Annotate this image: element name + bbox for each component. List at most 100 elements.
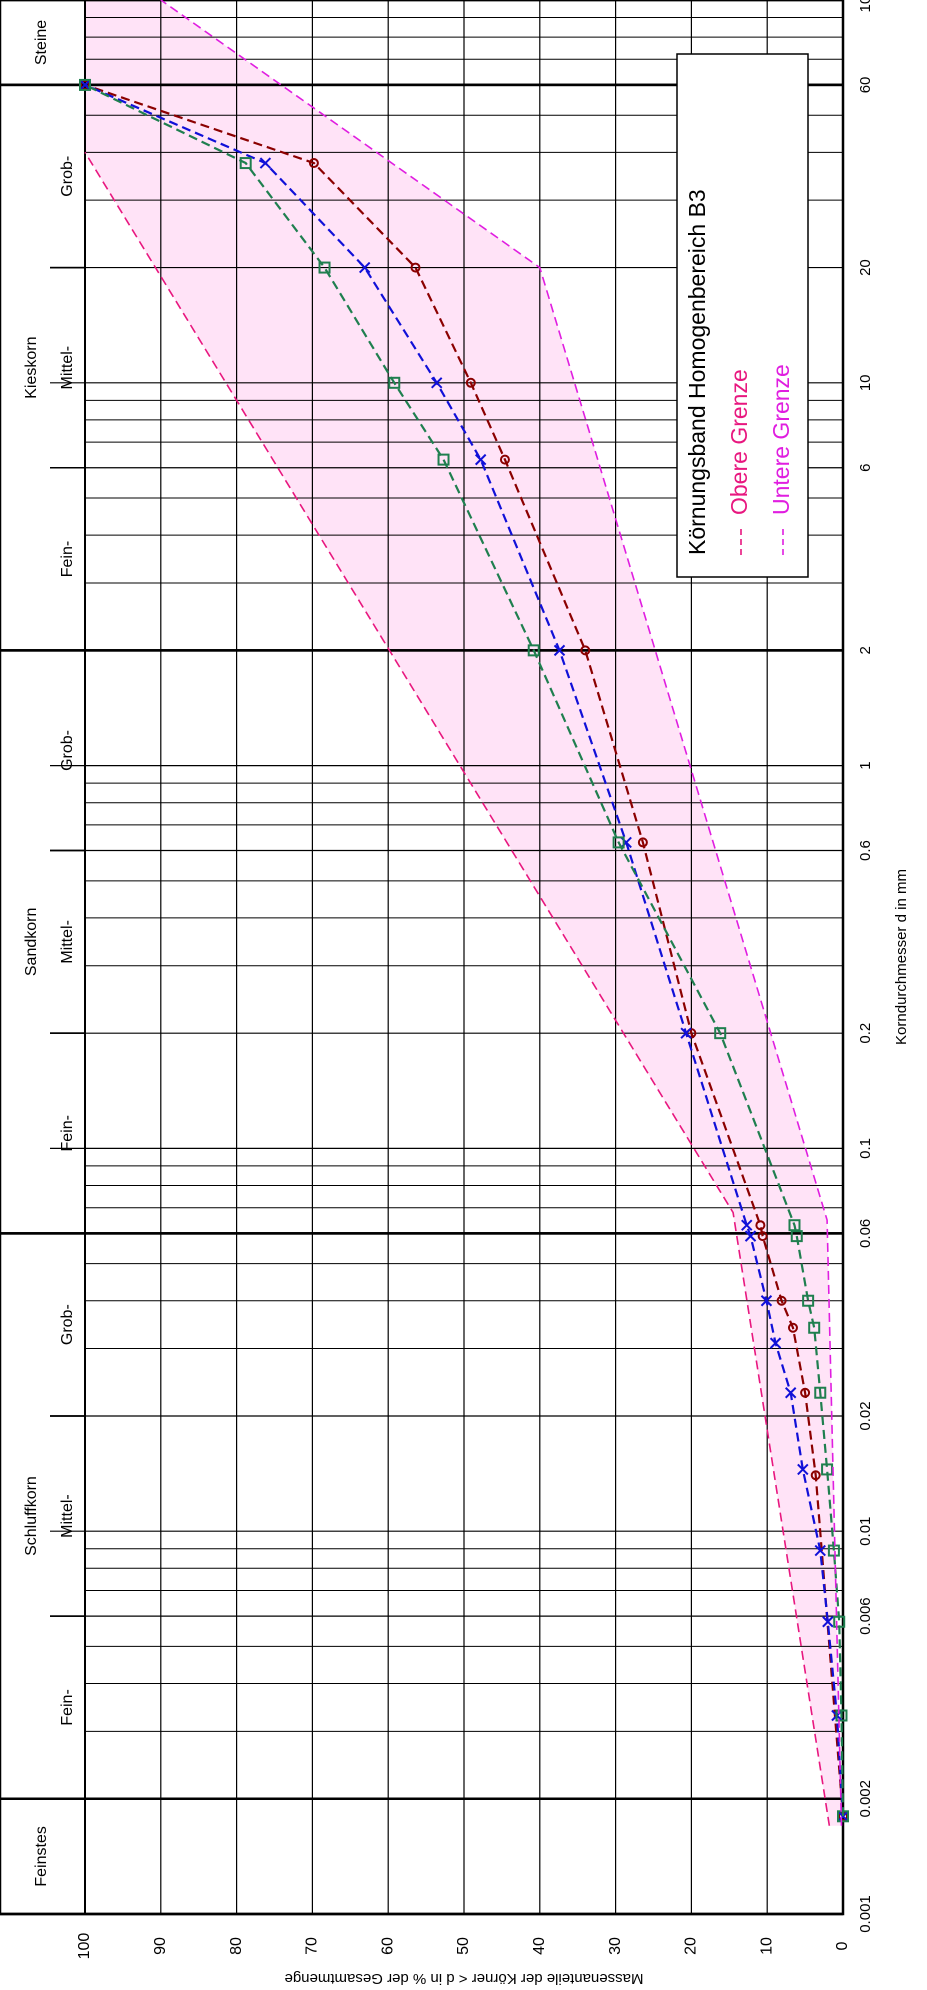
marker [79,78,91,91]
marker [769,1337,782,1349]
subzone-label: Fein- [59,1689,76,1725]
marker [808,1321,821,1334]
series-line [84,83,845,1817]
marker [822,1616,834,1628]
marker [788,1219,801,1232]
marker [837,1810,849,1823]
marker [358,261,371,274]
zone-label: Sandkorn [23,908,40,977]
x-tick-label: 10 [857,374,874,391]
series-line [84,83,845,1817]
marker [79,79,91,91]
x-tick-label: 6 [857,464,874,472]
legend-label: Obere Grenze [726,369,752,515]
boundary-line [160,0,843,1826]
x-tick-label: 0.02 [857,1401,874,1430]
subzone-label: Fein- [59,1115,76,1151]
marker [437,453,450,466]
x-tick-label: 0.6 [857,840,874,861]
marker [760,1295,773,1307]
marker [431,377,443,389]
plot-frame [0,0,845,1916]
marker [580,645,591,656]
marker [835,1709,848,1722]
marker [787,1322,798,1333]
marker [239,157,252,170]
legend-title: Körnungsband Homogenbereich B3 [684,189,710,555]
x-tick-label: 60 [857,77,874,94]
marker [827,1544,840,1557]
y-tick-label: 50 [455,1937,472,1955]
subzone-label: Fein- [59,541,76,577]
subzone-label: Grob- [59,730,76,771]
marker [821,1463,834,1476]
x-tick-label: 0.2 [857,1023,874,1044]
marker [612,836,625,849]
marker [837,1810,849,1822]
x-tick-label: 0.06 [857,1219,874,1248]
x-tick-label: 0.006 [857,1597,874,1635]
subzone-label: Grob- [59,156,76,197]
marker [814,1386,827,1399]
marker [776,1295,787,1306]
legend-label: Untere Grenze [768,364,794,515]
y-tick-label: 30 [607,1937,624,1955]
legend-box [676,53,809,578]
marker [680,1027,692,1039]
marker [784,1387,797,1399]
marker [814,1544,826,1557]
marker [465,377,476,388]
x-tick-label: 1 [857,761,874,769]
y-tick-label: 70 [304,1937,321,1955]
subzone-label: Mittel- [59,346,76,390]
subzone-label: Mittel- [59,1494,76,1538]
marker [802,1294,815,1307]
y-tick-label: 90 [152,1937,169,1955]
zone-label: Steine [33,20,50,65]
zone-label: Feinstes [33,1826,50,1886]
marker [800,1387,811,1398]
x-tick-label: 0.001 [857,1895,874,1933]
x-tick-label: 20 [857,259,874,276]
subzone-label: Mittel- [59,920,76,964]
marker [527,644,540,657]
band-fill [85,0,842,1826]
zone-label: Kieskorn [23,337,40,399]
marker [797,1463,809,1476]
marker [741,1219,753,1231]
marker [757,1231,768,1242]
y-tick-label: 80 [228,1937,245,1955]
marker [318,261,331,274]
marker [308,158,319,169]
marker [410,262,421,273]
x-tick-label: 2 [857,646,874,654]
y-tick-label: 40 [531,1937,548,1955]
y-tick-label: 100 [76,1933,93,1960]
y-tick-label: 60 [379,1937,396,1955]
marker [637,837,648,848]
subzone-label: Grob- [59,1304,76,1345]
marker [474,453,487,466]
marker [833,1615,846,1628]
marker [744,1230,757,1242]
marker [810,1470,821,1481]
x-tick-label: 0.002 [857,1780,874,1818]
y-tick-label: 10 [758,1937,775,1955]
marker [259,157,272,169]
zone-label: Schluffkorn [23,1476,40,1556]
x-tick-label: 100 [857,0,874,13]
marker [499,454,510,465]
x-tick-label: 0.1 [857,1138,874,1159]
x-tick-label: 0.01 [857,1517,874,1546]
marker [755,1220,766,1231]
boundary-line [84,151,831,1826]
marker [714,1027,727,1040]
y-axis-title: Massenanteile der Körner < d in % der Ge… [285,1970,644,1987]
x-axis-title: Korndurchmesser d in mm [893,869,910,1045]
y-tick-label: 0 [834,1941,851,1950]
marker [388,376,401,389]
y-tick-label: 20 [683,1937,700,1955]
marker [553,644,566,657]
